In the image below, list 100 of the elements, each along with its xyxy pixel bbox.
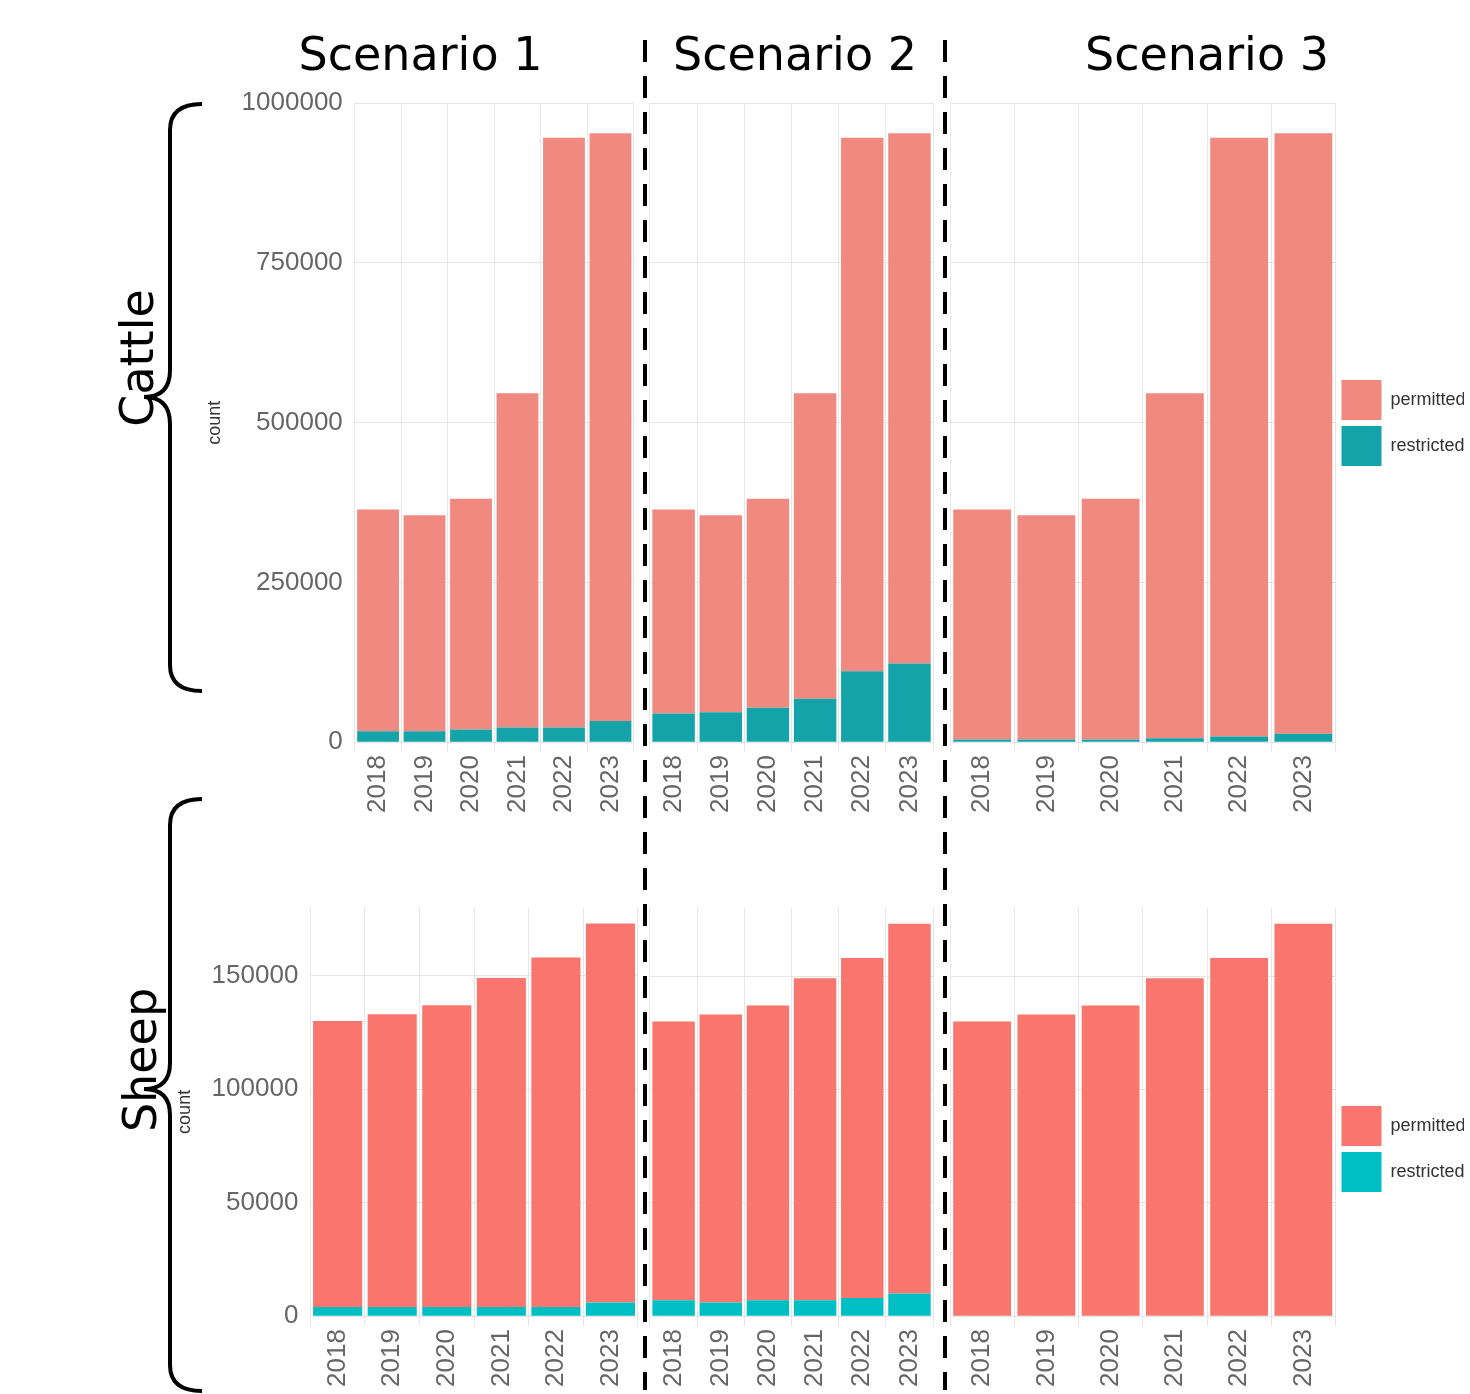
bar (403, 515, 446, 732)
bar (699, 1014, 742, 1303)
bar (1145, 393, 1204, 739)
x-tick-label: 2021 (1158, 755, 1189, 813)
chart-title: Scenario 3 (1085, 26, 1329, 81)
x-tick-label: 2019 (703, 755, 734, 813)
x-tick-label: 2020 (429, 1329, 460, 1387)
x-tick-label: 2022 (1222, 755, 1253, 813)
bar (841, 671, 884, 742)
y-tick-label: 50000 (226, 1185, 299, 1216)
bar (496, 393, 539, 728)
bar (476, 977, 526, 1308)
bar (1017, 515, 1076, 740)
x-tick-label: 2022 (1222, 1329, 1253, 1387)
x-tick-label: 2023 (892, 1329, 923, 1387)
x-tick-label: 2018 (320, 1329, 351, 1387)
bar (699, 712, 742, 742)
y-tick-label: 1000000 (241, 86, 343, 117)
bar (422, 1307, 472, 1316)
x-tick-label: 2018 (361, 755, 392, 813)
bar (746, 498, 790, 708)
chart-title: Scenario 2 (673, 26, 917, 81)
x-tick-label: 2018 (656, 1329, 687, 1387)
bar (652, 713, 695, 742)
bar (357, 509, 399, 732)
bar (888, 1293, 931, 1316)
x-tick-label: 2023 (1286, 755, 1317, 813)
x-tick-label: 2020 (1093, 1329, 1124, 1387)
x-tick-label: 2021 (500, 755, 531, 813)
y-tick-label: 150000 (211, 958, 299, 989)
x-tick-label: 2020 (454, 755, 485, 813)
bar (1210, 137, 1269, 737)
bar (1081, 739, 1140, 742)
bar (652, 509, 695, 714)
bar (543, 137, 585, 728)
bar (313, 1307, 363, 1316)
bar (589, 721, 632, 742)
x-tick-label: 2019 (1029, 1329, 1060, 1387)
bar (496, 727, 539, 742)
bar (793, 698, 837, 742)
x-tick-label: 2020 (751, 1329, 782, 1387)
bar (543, 727, 585, 742)
x-tick-label: 2018 (965, 755, 996, 813)
x-tick-label: 2021 (798, 1329, 829, 1387)
bar (699, 1302, 742, 1316)
x-tick-label: 2022 (845, 1329, 876, 1387)
x-tick-label: 2019 (1029, 755, 1060, 813)
bar (476, 1307, 526, 1316)
chart-title: Scenario 1 (298, 26, 543, 81)
bar (589, 133, 632, 722)
bar (652, 1021, 695, 1301)
y-tick-label: 750000 (256, 246, 343, 277)
bar (953, 509, 1012, 740)
bar (746, 707, 790, 742)
bar (888, 133, 931, 664)
bar (953, 1021, 1012, 1316)
x-tick-label: 2023 (1286, 1329, 1317, 1387)
x-tick-label: 2018 (965, 1329, 996, 1387)
legend-label: restricted (1390, 1160, 1465, 1181)
x-tick-label: 2019 (407, 755, 438, 813)
x-tick-label: 2022 (845, 755, 876, 813)
x-tick-label: 2020 (751, 755, 782, 813)
x-tick-label: 2021 (798, 755, 829, 813)
x-tick-label: 2019 (703, 1329, 734, 1387)
bar (652, 1300, 695, 1316)
bar (531, 957, 581, 1308)
x-tick-label: 2019 (375, 1329, 406, 1387)
bar (1081, 1005, 1140, 1316)
bar (746, 1300, 790, 1316)
x-tick-label: 2022 (547, 755, 578, 813)
bar (841, 137, 884, 672)
x-tick-label: 2021 (1158, 1329, 1189, 1387)
bar (1017, 739, 1076, 742)
legend-label: restricted (1390, 434, 1465, 455)
y-tick-label: 0 (328, 725, 343, 756)
bar (841, 1298, 884, 1316)
bar (1274, 133, 1333, 734)
bar (367, 1307, 417, 1316)
bar (450, 729, 492, 742)
bar (1210, 736, 1269, 742)
y-tick-label: 500000 (256, 405, 343, 436)
legend-label: permitted (1390, 1114, 1466, 1135)
bar (531, 1307, 581, 1316)
bar (1017, 1014, 1076, 1316)
bar (841, 957, 884, 1299)
x-tick-label: 2023 (892, 755, 923, 813)
bar (888, 923, 931, 1294)
bar (888, 663, 931, 742)
x-tick-label: 2023 (593, 755, 624, 813)
bar (1081, 498, 1140, 740)
legend-label: permitted (1390, 388, 1466, 409)
x-tick-label: 2018 (656, 755, 687, 813)
x-tick-label: 2023 (593, 1329, 624, 1387)
y-tick-label: 100000 (211, 1072, 299, 1103)
bar (403, 731, 446, 742)
x-tick-label: 2022 (539, 1329, 570, 1387)
x-tick-label: 2021 (484, 1329, 515, 1387)
bar (793, 978, 837, 1301)
bar (1145, 978, 1204, 1316)
text: Sheep (113, 987, 168, 1132)
